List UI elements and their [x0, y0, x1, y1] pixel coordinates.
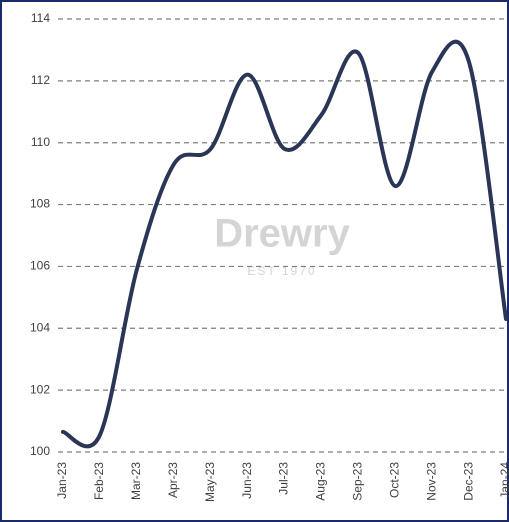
x-tick-label: Oct-23: [387, 462, 401, 498]
x-tick-label: Dec-23: [461, 462, 475, 501]
x-tick-label: Jul-23: [277, 462, 291, 495]
y-tick-label: 106: [30, 259, 50, 273]
x-tick-label: Sep-23: [351, 462, 365, 501]
x-tick-label: Jan-24: [498, 462, 509, 499]
y-tick-label: 108: [30, 197, 50, 211]
x-tick-label: Jan-23: [55, 462, 69, 499]
x-tick-label: Jun-23: [240, 462, 254, 499]
x-tick-label: May-23: [203, 462, 217, 502]
x-tick-label: Apr-23: [166, 462, 180, 498]
x-tick-label: Nov-23: [424, 462, 438, 501]
y-tick-label: 112: [31, 73, 50, 87]
data-line: [61, 39, 508, 449]
y-tick-label: 110: [31, 135, 50, 149]
y-tick-label: 114: [31, 11, 50, 25]
y-tick-label: 102: [30, 382, 50, 396]
watermark-tagline: EST 1970: [247, 264, 316, 278]
watermark-brand: Drewry: [214, 212, 350, 256]
y-tick-label: 104: [30, 320, 50, 334]
x-tick-label: Feb-23: [92, 462, 106, 500]
y-tick-label: 100: [30, 444, 50, 458]
x-tick-label: Aug-23: [314, 462, 328, 501]
x-tick-label: Mar-23: [129, 462, 143, 500]
